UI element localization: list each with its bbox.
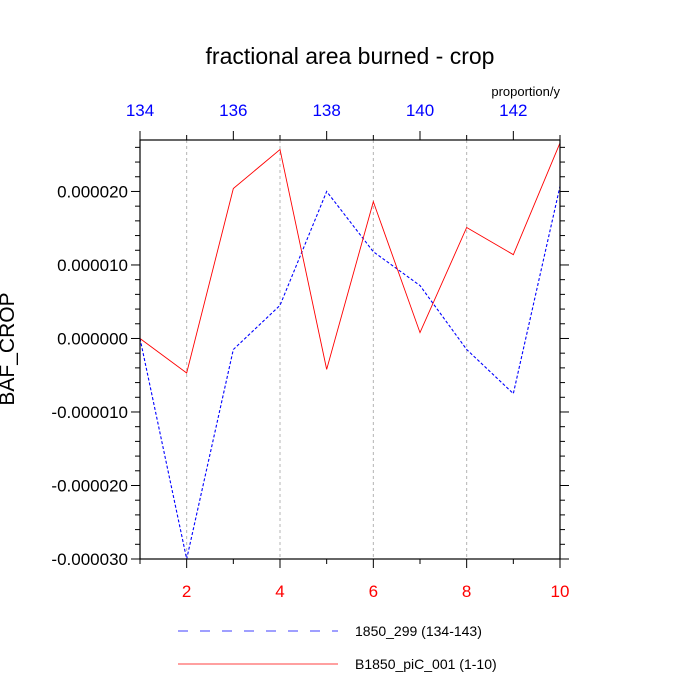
plot-series <box>139 142 561 560</box>
y-tick-label: 0.000010 <box>57 256 128 275</box>
series-line-1 <box>139 186 561 560</box>
x-bottom-tick-label: 10 <box>551 582 570 601</box>
y-axis: 0.000020 0.000010 0.000000 -0.000010 -0.0000… <box>51 146 569 569</box>
x-top-tick-label: 138 <box>312 101 340 120</box>
y-tick-label: 0.000000 <box>57 329 128 348</box>
x-bottom-tick-label: 6 <box>369 582 378 601</box>
x-bottom-tick-label: 2 <box>182 582 191 601</box>
grid-lines <box>186 140 468 559</box>
y-axis-label: BAF_CROP <box>0 292 19 405</box>
x-axis-bottom: 2 4 6 8 10 <box>139 559 570 601</box>
x-top-tick-label: 142 <box>499 101 527 120</box>
x-top-tick-label: 136 <box>219 101 247 120</box>
legend: 1850_299 (134-143) B1850_piC_001 (1-10) <box>178 623 497 672</box>
legend-label: 1850_299 (134-143) <box>355 623 482 639</box>
y-tick-label: -0.000010 <box>51 403 128 422</box>
y-tick-label: -0.000020 <box>51 476 128 495</box>
units-label: proportion/y <box>491 84 560 99</box>
x-top-tick-label: 134 <box>126 101 154 120</box>
legend-label: B1850_piC_001 (1-10) <box>355 656 497 672</box>
chart-title: fractional area burned - crop <box>206 43 495 69</box>
x-axis-top: 134 136 138 140 142 <box>126 101 561 140</box>
plot-frame <box>139 139 561 560</box>
x-bottom-tick-label: 8 <box>462 582 471 601</box>
x-bottom-tick-label: 4 <box>275 582 284 601</box>
y-tick-label: -0.000030 <box>51 550 128 569</box>
y-tick-label: 0.000020 <box>57 182 128 201</box>
series-line-2 <box>139 142 561 374</box>
x-top-tick-label: 140 <box>406 101 434 120</box>
